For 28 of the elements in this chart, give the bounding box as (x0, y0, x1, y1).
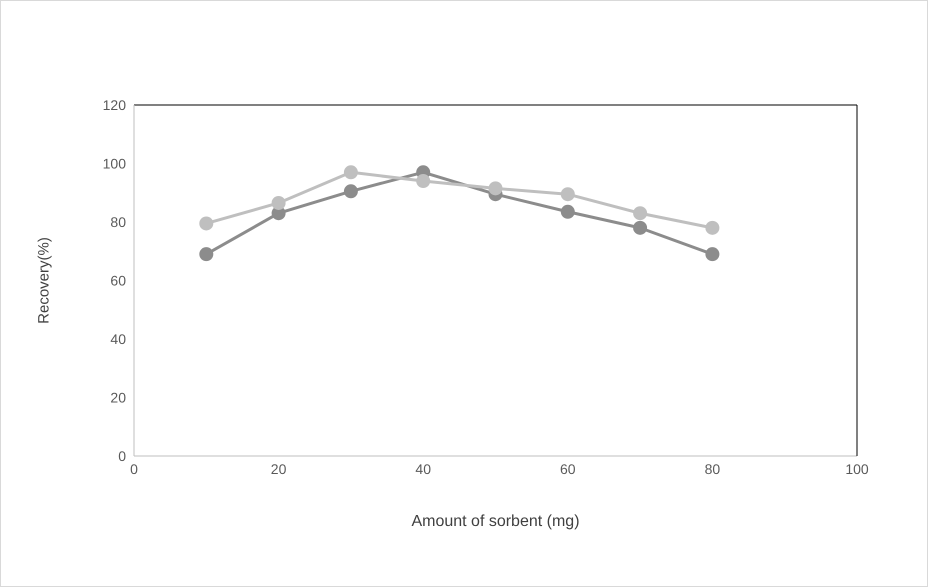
y-axis-title: Recovery(%) (35, 237, 52, 324)
y-tick-label: 0 (118, 448, 126, 464)
y-tick-label: 80 (110, 214, 126, 230)
point (560, 187, 575, 202)
y-tick-label: 20 (110, 389, 126, 406)
x-tick-label: 80 (704, 460, 720, 477)
y-tick-label: 100 (102, 155, 126, 172)
point (705, 247, 720, 262)
x-axis-title: Amount of sorbent (mg) (411, 513, 580, 530)
point (705, 220, 720, 235)
x-tick-label: 0 (130, 460, 138, 477)
x-tick-label: 20 (270, 460, 287, 477)
point (633, 220, 648, 235)
point (272, 196, 286, 210)
point (560, 204, 575, 219)
point (199, 247, 214, 262)
point (199, 216, 214, 230)
point (416, 174, 430, 188)
y-tick-label: 40 (110, 330, 126, 347)
x-tick-label: 100 (845, 460, 869, 477)
y-tick-label: 120 (102, 96, 126, 113)
point (344, 165, 358, 180)
point (488, 181, 502, 196)
x-tick-label: 60 (560, 460, 576, 477)
point (633, 206, 648, 220)
x-tick-label: 40 (415, 460, 432, 477)
point (344, 184, 358, 198)
y-tick-label: 60 (110, 272, 126, 288)
